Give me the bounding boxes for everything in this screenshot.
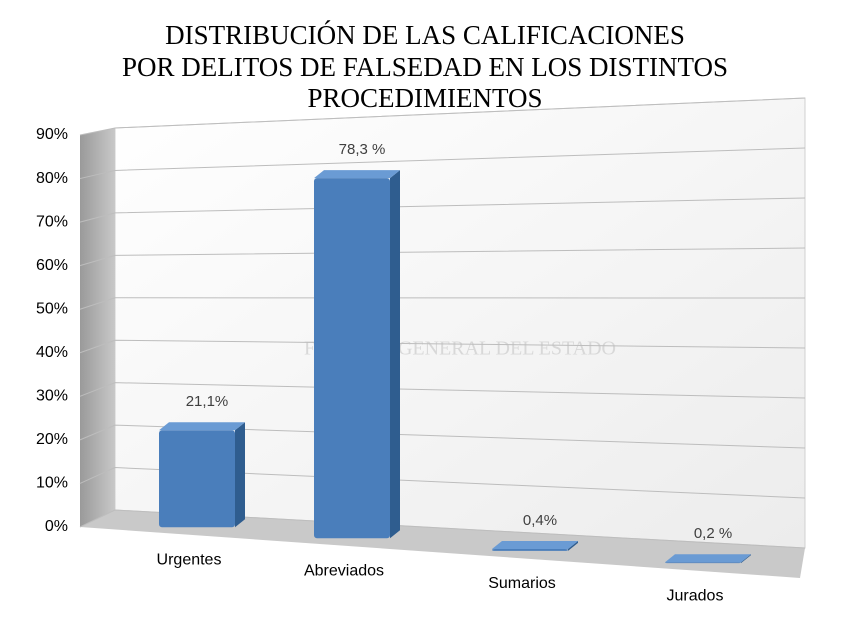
y-tick-label: 60% bbox=[36, 257, 68, 274]
value-label: 21,1% bbox=[186, 393, 229, 410]
value-label: 0,4% bbox=[523, 512, 557, 529]
bar-side bbox=[741, 554, 751, 564]
y-tick-label: 20% bbox=[36, 431, 68, 448]
value-label: 78,3 % bbox=[339, 141, 386, 158]
y-tick-label: 70% bbox=[36, 213, 68, 230]
x-tick-label: Abreviados bbox=[304, 562, 384, 579]
y-tick-label: 90% bbox=[36, 126, 68, 143]
bar-side bbox=[390, 170, 400, 539]
grid-line bbox=[79, 339, 806, 354]
bar bbox=[159, 430, 235, 528]
bar bbox=[314, 178, 390, 539]
chart-title: POR DELITOS DE FALSEDAD EN LOS DISTINTOS bbox=[122, 52, 728, 82]
grid-line bbox=[79, 197, 806, 223]
bar bbox=[492, 549, 568, 551]
chart-title: DISTRIBUCIÓN DE LAS CALIFICACIONES bbox=[165, 20, 685, 50]
y-tick-label: 40% bbox=[36, 344, 68, 361]
y-tick-label: 50% bbox=[36, 300, 68, 317]
grid-line bbox=[79, 509, 806, 549]
bar-side bbox=[235, 422, 245, 528]
bar bbox=[665, 562, 741, 564]
bar-side bbox=[568, 541, 578, 551]
value-label: 0,2 % bbox=[694, 525, 732, 542]
side-wall bbox=[80, 128, 115, 527]
x-tick-label: Urgentes bbox=[157, 552, 222, 569]
grid-line bbox=[79, 382, 806, 399]
chart-title: PROCEDIMIENTOS bbox=[307, 83, 542, 113]
y-tick-label: 80% bbox=[36, 170, 68, 187]
grid-line bbox=[79, 424, 806, 449]
bar-top bbox=[159, 422, 245, 431]
x-tick-label: Jurados bbox=[667, 587, 724, 604]
grid-line bbox=[79, 147, 806, 180]
x-tick-label: Sumarios bbox=[488, 575, 556, 592]
bar-top bbox=[314, 170, 400, 179]
grid-line bbox=[79, 97, 806, 136]
bar-top bbox=[492, 541, 578, 550]
bar-top bbox=[665, 554, 751, 563]
grid-line bbox=[79, 247, 806, 267]
grid-line bbox=[79, 297, 806, 310]
y-tick-label: 30% bbox=[36, 388, 68, 405]
grid-line bbox=[79, 467, 806, 499]
y-tick-label: 10% bbox=[36, 475, 68, 492]
floor bbox=[80, 510, 805, 578]
y-tick-label: 0% bbox=[45, 518, 68, 535]
